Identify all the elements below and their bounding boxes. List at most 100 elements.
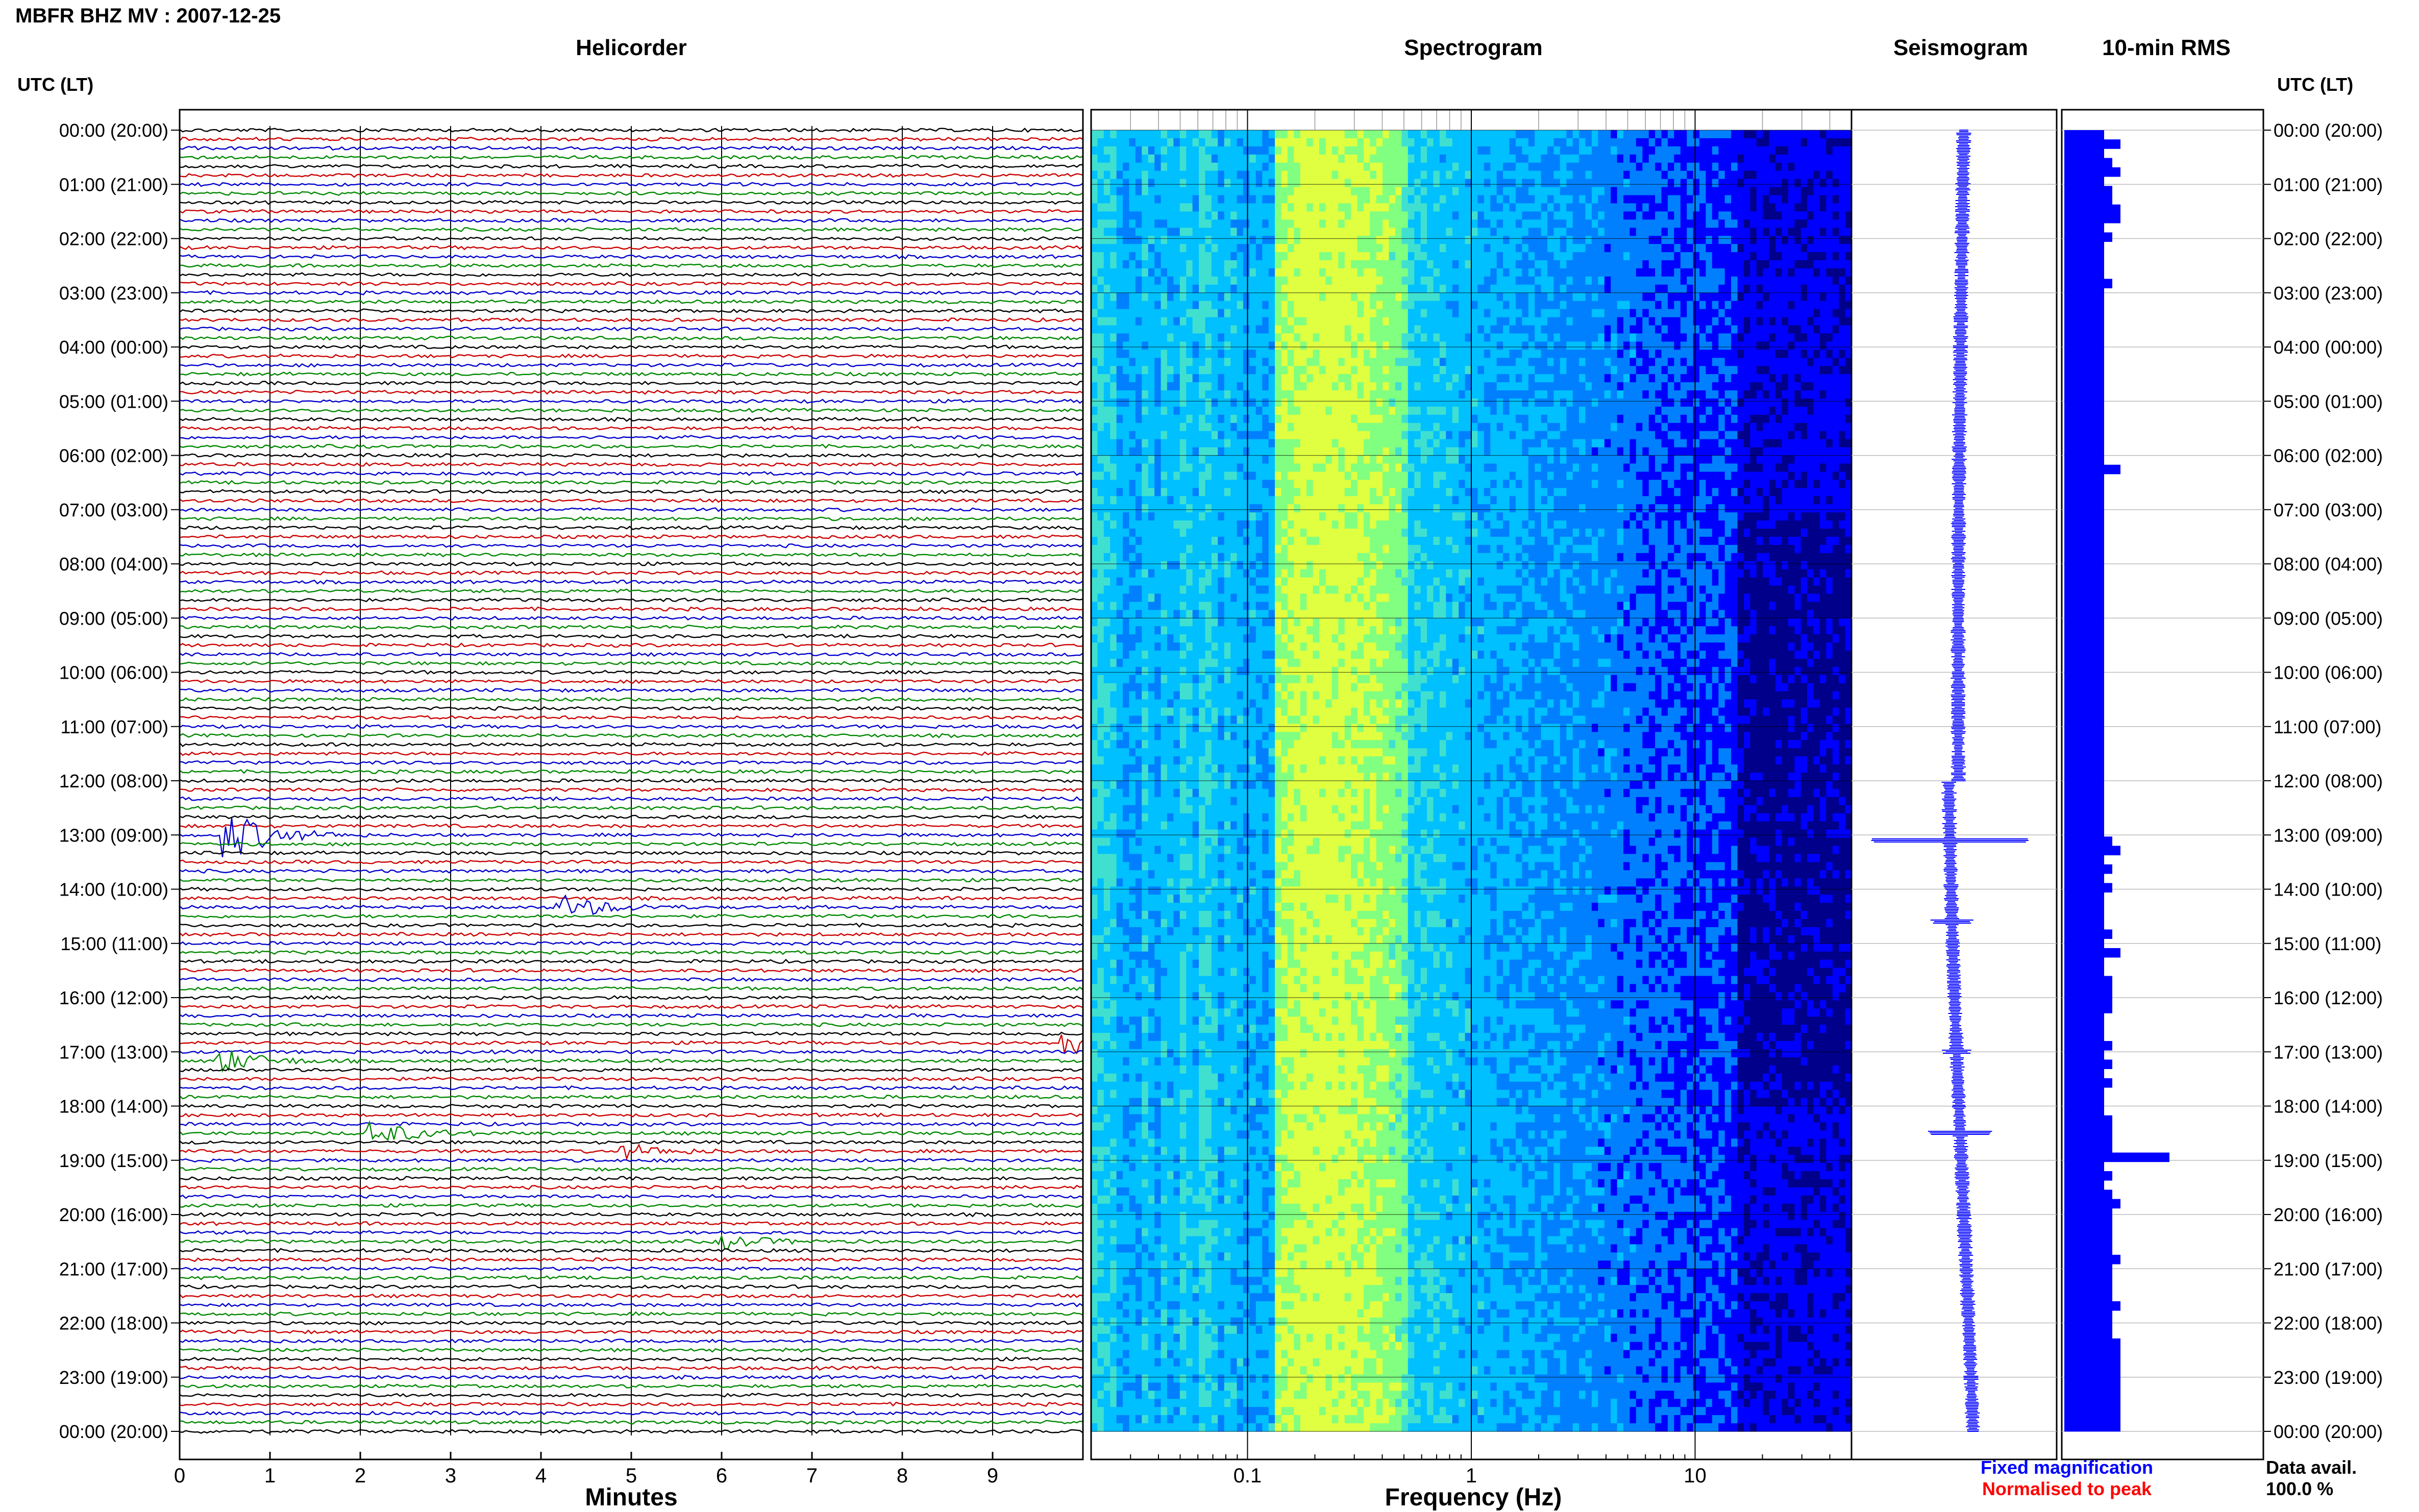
spectrogram-cell — [1173, 1195, 1180, 1204]
spectrogram-cell — [1255, 691, 1263, 700]
spectrogram-cell — [1148, 504, 1155, 513]
spectrogram-cell — [1230, 244, 1238, 253]
spectrogram-cell — [1255, 968, 1263, 977]
spectrogram-cell — [1129, 203, 1136, 212]
spectrogram-cell — [1179, 341, 1187, 350]
spectrogram-cell — [1249, 268, 1256, 277]
spectrogram-cell — [1135, 1179, 1142, 1188]
spectrogram-cell — [1275, 333, 1282, 342]
spectrogram-cell — [1237, 1269, 1244, 1277]
spectrogram-cell — [1167, 1358, 1174, 1367]
spectrogram-cell — [1243, 675, 1250, 684]
spectrogram-cell — [1199, 536, 1206, 546]
spectrogram-cell — [1249, 968, 1256, 977]
spectrogram-cell — [1199, 1147, 1206, 1155]
spectrogram-cell — [1255, 154, 1263, 163]
spectrogram-cell — [1262, 870, 1269, 879]
spectrogram-cell — [1268, 1423, 1275, 1432]
spectrogram-cell — [1224, 350, 1231, 358]
spectrogram-cell — [1091, 260, 1098, 269]
spectrogram-cell — [1173, 252, 1180, 261]
spectrogram-cell — [1161, 244, 1168, 253]
spectrogram-cell — [1103, 658, 1110, 667]
spectrogram-cell — [1211, 773, 1218, 781]
spectrogram-cell — [1097, 602, 1104, 610]
spectrogram-cell — [1237, 317, 1244, 326]
spectrogram-cell — [1091, 431, 1098, 440]
spectrogram-cell — [1091, 732, 1098, 740]
spectrogram-cell — [1249, 236, 1256, 244]
spectrogram-cell — [1110, 821, 1117, 830]
spectrogram-cell — [1103, 187, 1110, 196]
spectrogram-cell — [1148, 1301, 1155, 1310]
spectrogram-cell — [1179, 1025, 1187, 1033]
spectrogram-cell — [1135, 1374, 1142, 1383]
spectrogram-cell — [1262, 886, 1269, 895]
spectrogram-cell — [1186, 1220, 1193, 1229]
spectrogram-cell — [1205, 569, 1212, 578]
spectrogram-cell — [1224, 943, 1231, 952]
spectrogram-cell — [1173, 1008, 1180, 1017]
spectrogram-cell — [1091, 593, 1098, 602]
spectrogram-cell — [1154, 520, 1162, 529]
spectrogram-cell — [1123, 911, 1130, 920]
spectrogram-cell — [1167, 1081, 1174, 1090]
spectrogram-cell — [1268, 1301, 1275, 1310]
spectrogram-cell — [1097, 309, 1104, 318]
spectrogram-cell — [1186, 1098, 1193, 1107]
spectrogram-cell — [1173, 398, 1180, 407]
spectrogram-cell — [1129, 325, 1136, 334]
spectrogram-cell — [1116, 1309, 1123, 1318]
spectrogram-cell — [1129, 512, 1136, 521]
spectrogram-cell — [1199, 1350, 1206, 1359]
spectrogram-cell — [1110, 1325, 1117, 1334]
spectrogram-cell — [1230, 968, 1238, 977]
spectrogram-cell — [1123, 423, 1130, 432]
spectrogram-cell — [1268, 1073, 1275, 1082]
spectrogram-cell — [1173, 585, 1180, 594]
spectrogram-cell — [1199, 382, 1206, 391]
spectrogram-cell — [1129, 683, 1136, 692]
spectrogram-cell — [1116, 146, 1123, 155]
spectrogram-cell — [1116, 1382, 1123, 1391]
spectrogram-cell — [1173, 1382, 1180, 1391]
spectrogram-cell — [1249, 1195, 1256, 1204]
spectrogram-cell — [1110, 1025, 1117, 1033]
spectrogram-cell — [1230, 797, 1238, 806]
spectrogram-cell — [1237, 301, 1244, 310]
spectrogram-cell — [1173, 773, 1180, 781]
spectrogram-cell — [1110, 358, 1117, 366]
spectrogram-cell — [1103, 1195, 1110, 1204]
helicorder-trace — [179, 841, 1083, 847]
spectrogram-cell — [1237, 675, 1244, 684]
spectrogram-cell — [1110, 228, 1117, 236]
spectrogram-cell — [1255, 219, 1263, 228]
spectrogram-cell — [1161, 1000, 1168, 1009]
spectrogram-cell — [1103, 390, 1110, 399]
spectrogram-cell — [1110, 366, 1117, 375]
spectrogram-cell — [1186, 602, 1193, 610]
spectrogram-cell — [1103, 1391, 1110, 1399]
spectrogram-cell — [1230, 903, 1238, 911]
spectrogram-cell — [1154, 1293, 1162, 1302]
spectrogram-cell — [1142, 1269, 1149, 1277]
spectrogram-cell — [1135, 1057, 1142, 1066]
spectrogram-cell — [1186, 1358, 1193, 1367]
spectrogram-cell — [1268, 553, 1275, 562]
spectrogram-cell — [1091, 1260, 1098, 1269]
spectrogram-cell — [1142, 1228, 1149, 1237]
spectrogram-cell — [1110, 374, 1117, 383]
spectrogram-cell — [1255, 707, 1263, 716]
spectrogram-cell — [1192, 1147, 1199, 1155]
spectrogram-cell — [1237, 252, 1244, 261]
spectrogram-cell — [1142, 431, 1149, 440]
spectrogram-cell — [1211, 179, 1218, 188]
spectrogram-cell — [1224, 1065, 1231, 1074]
spectrogram-cell — [1154, 886, 1162, 895]
spectrogram-cell — [1097, 1179, 1104, 1188]
spectrogram-cell — [1255, 1008, 1263, 1017]
spectrogram-cell — [1154, 1325, 1162, 1334]
spectrogram-cell — [1110, 1163, 1117, 1172]
spectrogram-cell — [1123, 536, 1130, 546]
spectrogram-cell — [1135, 870, 1142, 879]
